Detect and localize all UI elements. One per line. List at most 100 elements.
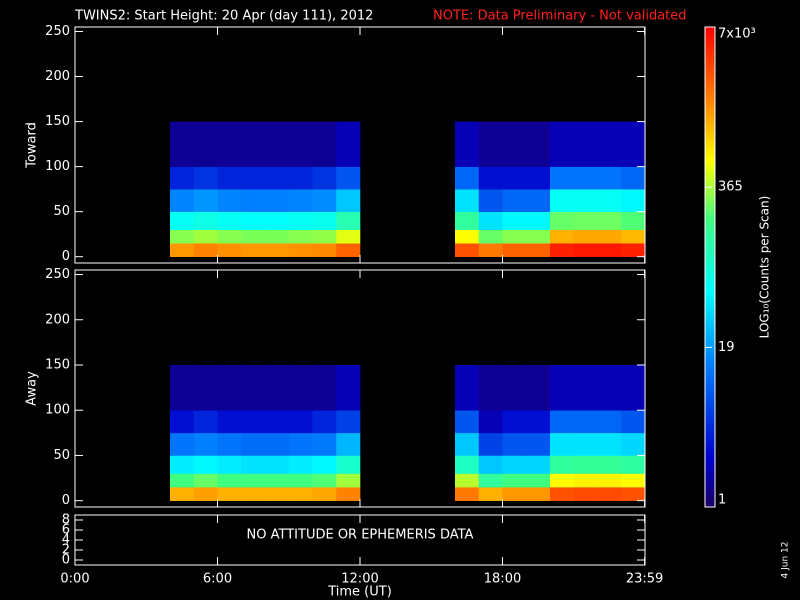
- heatmap-cell: [478, 243, 503, 257]
- heatmap-cell: [455, 189, 480, 212]
- heatmap-cell: [312, 455, 337, 474]
- heatmap-cell: [621, 166, 646, 190]
- heatmap-cell: [597, 189, 622, 212]
- y-tick-label: 0: [62, 553, 70, 568]
- x-tick-label: 0:00: [60, 572, 89, 587]
- heatmap-cell: [478, 211, 503, 230]
- heatmap-cell: [455, 211, 480, 230]
- heatmap-cell: [478, 410, 503, 434]
- heatmap-cell: [573, 243, 598, 257]
- heatmap-cell: [265, 432, 290, 456]
- heatmap-cell: [193, 243, 218, 257]
- heatmap-cell: [193, 487, 218, 501]
- heatmap-cell: [502, 455, 527, 474]
- colorbar-tick-label: 19: [718, 340, 735, 355]
- heatmap-cell: [550, 410, 575, 434]
- heatmap-cell: [550, 364, 575, 411]
- heatmap-cell: [573, 473, 598, 488]
- heatmap-cell: [288, 455, 313, 474]
- heatmap-cell: [621, 432, 646, 456]
- colorbar-tick-label: 1: [718, 493, 726, 508]
- no-data-message: NO ATTITUDE OR EPHEMERIS DATA: [247, 528, 474, 543]
- heatmap-cell: [288, 364, 313, 411]
- y-tick-label: 50: [53, 204, 70, 219]
- heatmap-cell: [217, 189, 242, 212]
- heatmap-cell: [573, 455, 598, 474]
- heatmap-cell: [573, 364, 598, 411]
- heatmap-cell: [336, 166, 361, 190]
- heatmap-cell: [621, 189, 646, 212]
- heatmap-cell: [265, 166, 290, 190]
- heatmap-cell: [217, 364, 242, 411]
- heatmap-cell: [455, 229, 480, 244]
- heatmap-cell: [478, 121, 503, 167]
- heatmap-cell: [288, 166, 313, 190]
- heatmap-cell: [621, 211, 646, 230]
- heatmap-cell: [217, 211, 242, 230]
- heatmap-cell: [573, 487, 598, 501]
- heatmap-cell: [265, 473, 290, 488]
- heatmap-cell: [478, 473, 503, 488]
- heatmap-cell: [265, 364, 290, 411]
- heatmap-cell: [526, 211, 551, 230]
- heatmap-cell: [193, 229, 218, 244]
- heatmap-cell: [455, 455, 480, 474]
- heatmap-cell: [193, 364, 218, 411]
- heatmap-cell: [621, 229, 646, 244]
- heatmap-cell: [312, 229, 337, 244]
- heatmap-cell: [502, 410, 527, 434]
- heatmap-cell: [336, 410, 361, 434]
- heatmap-cell: [170, 410, 195, 434]
- heatmap-cell: [597, 432, 622, 456]
- heatmap-cell: [170, 211, 195, 230]
- heatmap-cell: [265, 229, 290, 244]
- y-tick-label: 8: [62, 513, 70, 528]
- heatmap-cell: [193, 189, 218, 212]
- heatmap-cell: [621, 121, 646, 167]
- heatmap-cell: [573, 211, 598, 230]
- heatmap-cell: [597, 166, 622, 190]
- heatmap-cell: [288, 487, 313, 501]
- colorbar-tick-label: 7x10³: [718, 27, 756, 42]
- y-tick-label: 250: [45, 24, 70, 39]
- heatmap-cell: [550, 166, 575, 190]
- heatmap-cell: [550, 211, 575, 230]
- heatmap-cell: [241, 229, 266, 244]
- heatmap-cell: [241, 166, 266, 190]
- y-tick-label: 0: [62, 493, 70, 508]
- heatmap-cell: [312, 121, 337, 167]
- heatmap-cell: [621, 455, 646, 474]
- heatmap-cell: [550, 487, 575, 501]
- heatmap-cell: [288, 410, 313, 434]
- heatmap-cell: [455, 166, 480, 190]
- heatmap-cell: [312, 189, 337, 212]
- heatmap-cell: [217, 487, 242, 501]
- heatmap-cell: [455, 410, 480, 434]
- heatmap-cell: [502, 211, 527, 230]
- y-tick-label: 2: [62, 543, 70, 558]
- heatmap-cell: [478, 166, 503, 190]
- heatmap-cell: [170, 432, 195, 456]
- heatmap-cell: [217, 166, 242, 190]
- heatmap-cell: [455, 121, 480, 167]
- heatmap-cell: [573, 189, 598, 212]
- heatmap-cell: [241, 121, 266, 167]
- heatmap-cell: [455, 487, 480, 501]
- heatmap-cell: [621, 487, 646, 501]
- heatmap-cell: [170, 243, 195, 257]
- note: NOTE: Data Preliminary - Not validated: [433, 9, 687, 24]
- heatmap-cell: [336, 455, 361, 474]
- heatmap-cell: [288, 211, 313, 230]
- heatmap-cell: [526, 410, 551, 434]
- heatmap-cell: [336, 473, 361, 488]
- heatmap-cell: [312, 410, 337, 434]
- heatmap-cell: [573, 166, 598, 190]
- y-tick-label: 200: [45, 312, 70, 327]
- heatmap-cell: [288, 473, 313, 488]
- heatmap-cell: [288, 121, 313, 167]
- heatmap-cell: [170, 166, 195, 190]
- heatmap-cell: [550, 455, 575, 474]
- heatmap-cell: [312, 211, 337, 230]
- heatmap-cell: [621, 473, 646, 488]
- heatmap-cell: [265, 410, 290, 434]
